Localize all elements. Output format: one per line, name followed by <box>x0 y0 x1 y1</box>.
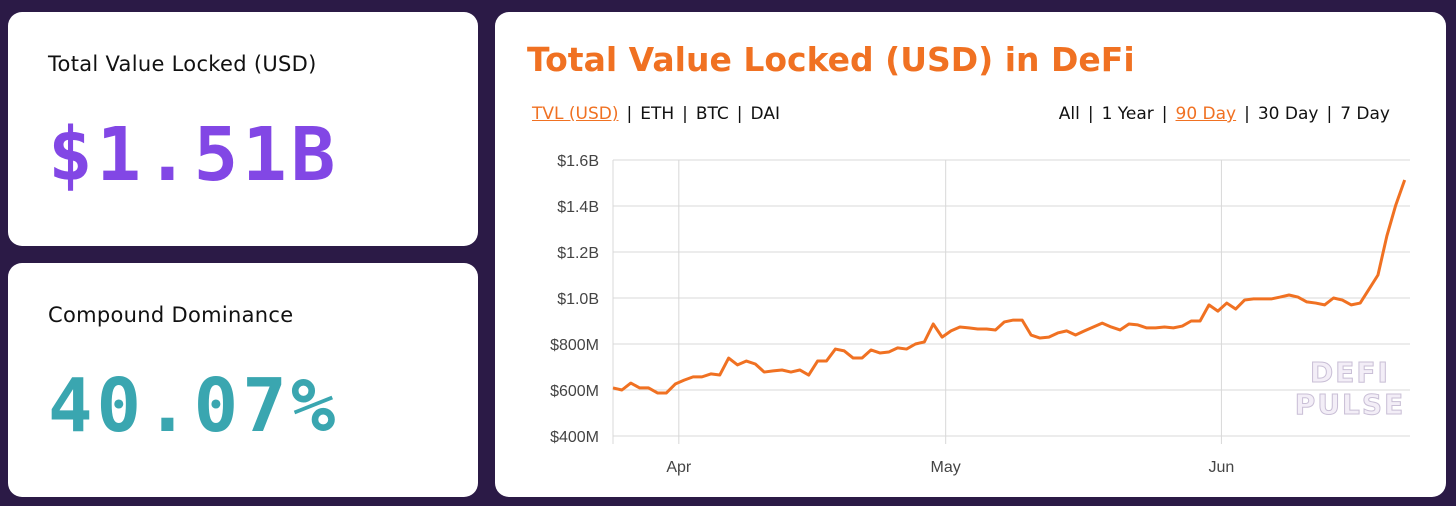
y-tick-label: $1.6B <box>557 153 599 170</box>
x-tick-label: Jun <box>1209 459 1235 476</box>
tab-separator: | <box>682 104 688 124</box>
y-tick-label: $1.2B <box>557 245 599 262</box>
y-tick-label: $1.0B <box>557 291 599 308</box>
x-tick-label: Apr <box>666 459 692 476</box>
tab-all[interactable]: All <box>1058 104 1080 124</box>
tab-separator: | <box>1087 104 1094 124</box>
tab-separator: | <box>1161 104 1168 124</box>
chart-card: Total Value Locked (USD) in DeFi TVL (US… <box>495 12 1446 497</box>
y-tick-label: $1.4B <box>557 199 599 216</box>
tab-separator: | <box>626 104 633 124</box>
tvl-value: $1.51B <box>48 112 340 198</box>
tab-30-day[interactable]: 30 Day <box>1257 104 1319 124</box>
dominance-value: 40.07% <box>48 363 340 449</box>
y-tick-label: $800M <box>550 337 599 354</box>
dominance-label: Compound Dominance <box>48 303 294 327</box>
range-tabs: All | 1 Year | 90 Day | 30 Day | 7 Day <box>1059 104 1390 124</box>
y-tick-label: $600M <box>550 383 599 400</box>
x-tick-label: May <box>931 459 961 476</box>
dominance-card: Compound Dominance 40.07% <box>8 263 478 497</box>
tab-7-day[interactable]: 7 Day <box>1340 104 1390 124</box>
tvl-card: Total Value Locked (USD) $1.51B <box>8 12 478 246</box>
tab-separator: | <box>1244 104 1250 124</box>
metric-tabs: TVL (USD) | ETH | BTC | DAI <box>532 104 780 124</box>
tvl-series-line <box>612 179 1407 395</box>
tab-separator: | <box>736 104 743 124</box>
tab-1-year[interactable]: 1 Year <box>1101 104 1154 124</box>
tvl-line-chart: $400M $600M $800M $1.0B $1.2B $1.4B $1.6B Apr Ma… <box>550 153 1410 476</box>
y-tick-label: $400M <box>550 429 599 446</box>
chart-title: Total Value Locked (USD) in DeFi <box>527 40 1135 79</box>
tvl-label: Total Value Locked (USD) <box>48 52 317 76</box>
tab-btc[interactable]: BTC <box>695 104 729 124</box>
tab-dai[interactable]: DAI <box>750 104 780 124</box>
defi-pulse-watermark: PULSE <box>1295 388 1405 421</box>
defi-pulse-watermark: DEFI <box>1310 356 1390 389</box>
tab-eth[interactable]: ETH <box>640 104 675 124</box>
tab-separator: | <box>1326 104 1333 124</box>
tab-90-day[interactable]: 90 Day <box>1175 104 1237 124</box>
tab-tvl-usd[interactable]: TVL (USD) <box>532 104 619 124</box>
